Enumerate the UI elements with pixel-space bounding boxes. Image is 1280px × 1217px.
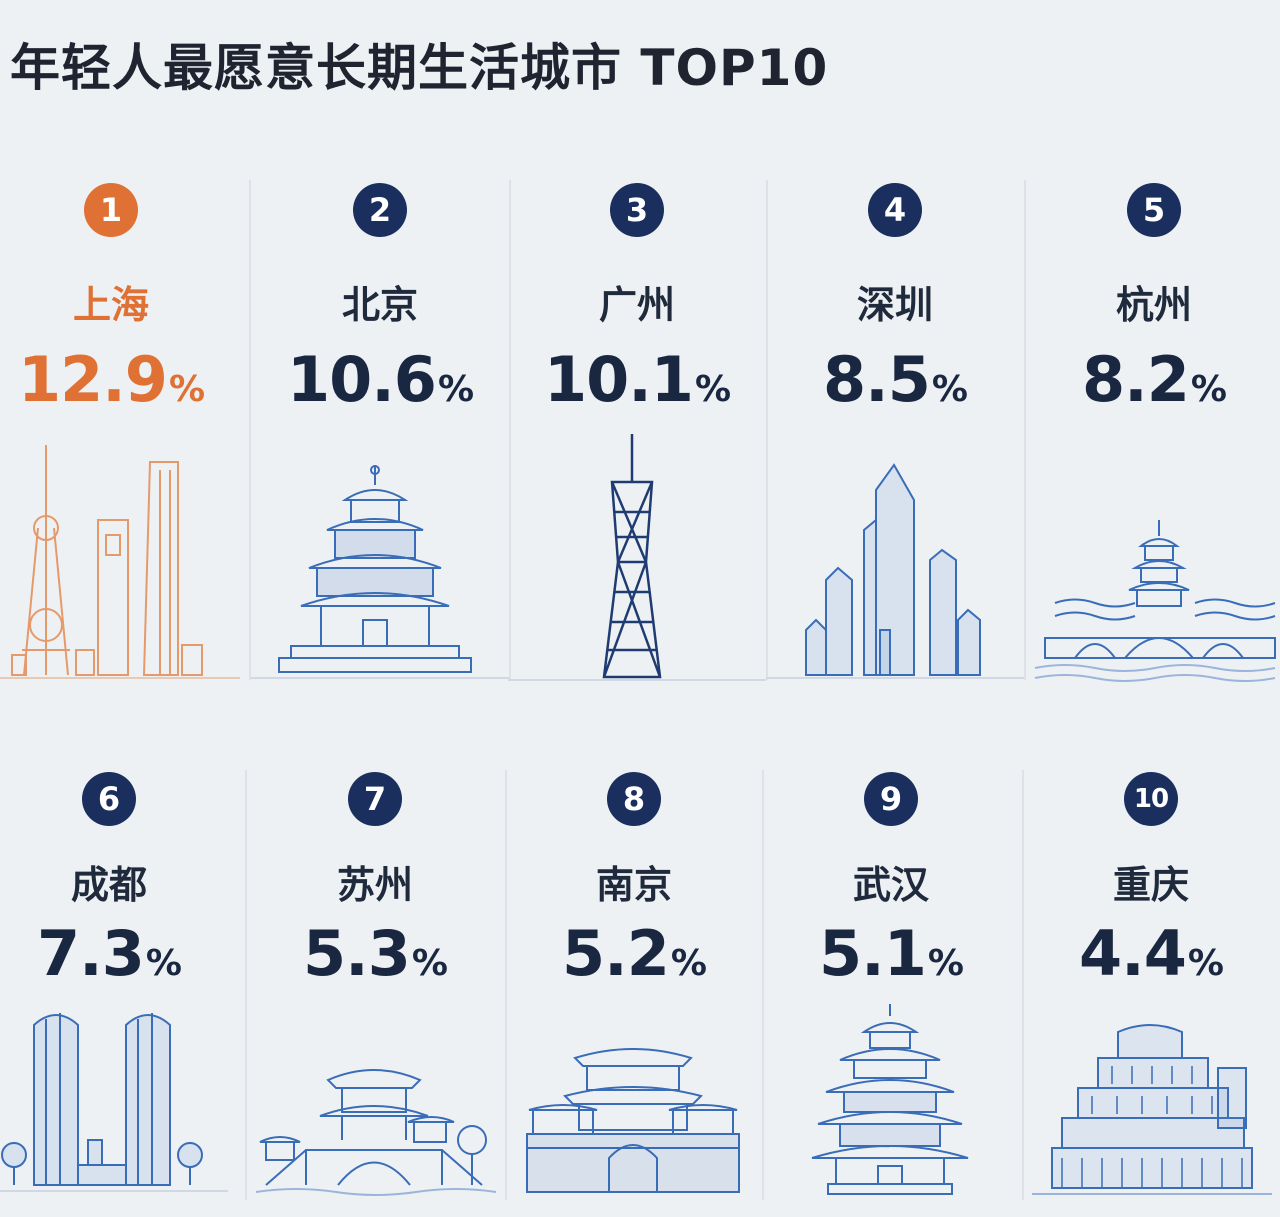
city-card-3: 3 广州 10.1% <box>508 0 766 700</box>
column-divider <box>1024 180 1026 680</box>
skyscrapers-icon <box>766 463 1024 679</box>
canton-tower-icon <box>508 434 766 681</box>
city-card-1: 1 上海 12.9% <box>0 0 240 700</box>
city-name: 上海 <box>72 283 149 327</box>
city-card-2: 2 北京 10.6% <box>251 0 509 700</box>
shanghai-skyline-icon <box>0 445 240 679</box>
yellow-crane-tower-icon <box>811 1004 969 1195</box>
city-card-7: 7 苏州 5.3% <box>246 0 504 1217</box>
city-card-4: 4 深圳 8.5% <box>766 0 1024 700</box>
city-percentage: 5.2% <box>562 917 707 990</box>
column-divider <box>249 180 251 680</box>
rank-badge: 1 <box>84 183 138 237</box>
rank-badge: 5 <box>1127 183 1181 237</box>
city-card-6: 6 成都 7.3% <box>0 0 238 1217</box>
city-percentage: 8.5% <box>823 343 968 416</box>
page-title: 年轻人最愿意长期生活城市 TOP10 <box>10 39 829 97</box>
city-name: 苏州 <box>336 863 413 907</box>
rank-badge: 2 <box>353 183 407 237</box>
rank-badge: 8 <box>607 772 661 826</box>
garden-pavilion-bridge-icon <box>255 1069 497 1196</box>
column-divider <box>1022 770 1024 1200</box>
stilt-houses-icon <box>1032 1024 1272 1195</box>
rank-badge: 3 <box>610 183 664 237</box>
rank-badge: 4 <box>868 183 922 237</box>
column-divider <box>505 770 507 1200</box>
city-name: 成都 <box>70 863 147 907</box>
city-card-8: 8 南京 5.2% <box>505 0 763 1217</box>
city-card-9: 9 武汉 5.1% <box>762 0 1020 1217</box>
column-divider <box>509 180 511 680</box>
city-percentage: 5.1% <box>819 917 964 990</box>
column-divider <box>762 770 764 1200</box>
city-percentage: 5.3% <box>303 917 448 990</box>
temple-of-heaven-icon <box>251 465 509 679</box>
twin-towers-icon <box>0 1013 228 1192</box>
city-gate-icon <box>526 1048 740 1193</box>
city-percentage: 10.6% <box>286 343 474 416</box>
city-name: 南京 <box>595 863 672 907</box>
city-name: 杭州 <box>1115 283 1192 327</box>
pagoda-bridge-icon <box>1034 520 1276 682</box>
city-name: 重庆 <box>1112 863 1189 907</box>
rank-badge: 9 <box>864 772 918 826</box>
column-divider <box>766 180 768 680</box>
city-percentage: 10.1% <box>543 343 731 416</box>
city-percentage: 7.3% <box>37 917 182 990</box>
column-divider <box>245 770 247 1200</box>
city-percentage: 4.4% <box>1079 917 1224 990</box>
city-card-5: 5 杭州 8.2% <box>1025 0 1280 700</box>
city-percentage: 8.2% <box>1082 343 1227 416</box>
city-name: 深圳 <box>856 283 933 327</box>
city-name: 北京 <box>341 283 418 327</box>
city-name: 武汉 <box>852 863 929 907</box>
city-percentage: 12.9% <box>17 343 205 416</box>
city-name: 广州 <box>598 283 675 327</box>
city-card-10: 10 重庆 4.4% <box>1022 0 1280 1217</box>
rank-badge: 7 <box>348 772 402 826</box>
rank-badge: 6 <box>82 772 136 826</box>
rank-badge: 10 <box>1124 772 1178 826</box>
